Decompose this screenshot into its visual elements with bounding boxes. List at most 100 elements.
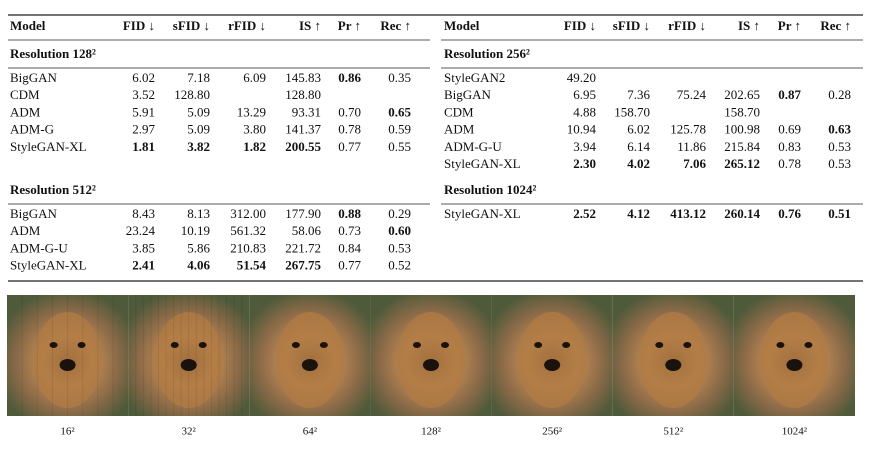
column-header: FID ↓ (564, 18, 596, 33)
section-title: Resolution 512² (10, 182, 96, 197)
dog-eye (49, 342, 58, 348)
table-cell: 5.86 (187, 240, 210, 255)
model-name: BigGAN (10, 70, 58, 85)
table-cell: 0.28 (828, 87, 851, 102)
dog-eye (291, 342, 300, 348)
sample-image (128, 295, 250, 416)
table-cell: 3.82 (187, 139, 210, 154)
table-cell: 1.81 (132, 139, 155, 154)
image-label: 16² (60, 426, 75, 438)
table-cell: 0.70 (338, 104, 361, 119)
table-cell: 0.88 (338, 206, 361, 221)
dog-eye (319, 342, 328, 348)
dog-nose (59, 359, 76, 371)
sample-image (733, 295, 855, 416)
table-cell: 0.35 (388, 70, 411, 85)
image-label: 256² (542, 426, 563, 438)
table-cell: 7.06 (683, 156, 706, 171)
model-name: CDM (10, 87, 40, 102)
table-cell: 6.95 (573, 87, 596, 102)
table-cell: 177.90 (285, 206, 321, 221)
table-cell: 0.77 (338, 258, 361, 273)
table-cell: 75.24 (677, 87, 707, 102)
column-header: Model (444, 18, 480, 33)
dog-eye (534, 342, 543, 348)
table-cell: 0.53 (828, 139, 851, 154)
image-label: 512² (663, 426, 684, 438)
table-cell: 0.83 (778, 139, 801, 154)
table-cell: 158.70 (614, 104, 650, 119)
table-cell: 5.09 (187, 122, 210, 137)
table-cell: 51.54 (237, 258, 267, 273)
model-name: ADM-G (10, 122, 54, 137)
table-cell: 200.55 (285, 139, 321, 154)
table-cell: 100.98 (724, 122, 760, 137)
dog-eye (655, 342, 664, 348)
model-name: StyleGAN-XL (444, 156, 521, 171)
table-cell: 0.65 (388, 104, 411, 119)
table-cell: 2.52 (573, 206, 596, 221)
column-header: Model (10, 18, 46, 33)
dog-eye (413, 342, 421, 348)
model-name: ADM-G-U (10, 240, 68, 255)
table-cell: 125.78 (670, 122, 706, 137)
table-cell: 8.43 (132, 206, 155, 221)
table-cell: 202.65 (724, 87, 760, 102)
table-cell: 265.12 (724, 156, 760, 171)
model-name: StyleGAN-XL (10, 258, 87, 273)
table-cell: 6.02 (132, 70, 155, 85)
table-cell: 13.29 (237, 104, 266, 119)
table-cell: 7.36 (627, 87, 650, 102)
model-name: StyleGAN-XL (444, 206, 521, 221)
table-cell: 267.75 (285, 258, 321, 273)
table-cell: 4.06 (187, 258, 210, 273)
image-label: 32² (182, 426, 197, 438)
table-cell: 6.14 (627, 139, 650, 154)
table-cell: 4.88 (573, 104, 596, 119)
table-cell: 0.76 (778, 206, 801, 221)
column-header: IS ↑ (738, 18, 760, 33)
table-cell: 10.94 (567, 122, 597, 137)
table-cell: 215.84 (724, 139, 760, 154)
table-cell: 0.69 (778, 122, 801, 137)
model-name: BigGAN (10, 206, 58, 221)
dog-eye (77, 342, 86, 348)
table-cell: 210.83 (230, 240, 266, 255)
table-cell: 0.86 (338, 70, 361, 85)
table-cell: 0.51 (828, 206, 851, 221)
table-cell: 4.02 (627, 156, 650, 171)
sample-image (249, 295, 371, 416)
dog-eye (776, 342, 785, 348)
table-cell: 0.73 (338, 223, 361, 238)
table-cell: 0.53 (388, 240, 411, 255)
table-cell: 93.31 (292, 104, 321, 119)
table-cell: 413.12 (670, 206, 706, 221)
table-cell: 3.52 (132, 87, 155, 102)
table-cell: 0.29 (388, 206, 411, 221)
column-header: Pr ↑ (338, 18, 361, 33)
table-cell: 2.97 (132, 122, 155, 137)
column-header: rFID ↓ (228, 18, 266, 33)
model-name: BigGAN (444, 87, 492, 102)
table-cell: 0.84 (338, 240, 361, 255)
model-name: ADM (444, 122, 475, 137)
section-title: Resolution 256² (444, 46, 530, 61)
image-label: 128² (421, 426, 442, 438)
table-cell: 5.91 (132, 104, 155, 119)
table-cell: 2.30 (573, 156, 596, 171)
sample-image (370, 295, 492, 416)
column-header: FID ↓ (123, 18, 155, 33)
dog-nose (665, 359, 682, 371)
table-cell: 312.00 (230, 206, 266, 221)
table-cell: 0.78 (778, 156, 801, 171)
table-cell: 49.20 (567, 70, 596, 85)
table-cell: 8.13 (187, 206, 210, 221)
dog-nose (423, 359, 439, 371)
table-cell: 0.59 (388, 122, 411, 137)
column-header: sFID ↓ (613, 18, 650, 33)
sample-image (491, 295, 613, 416)
table-cell: 0.52 (388, 258, 411, 273)
column-header: IS ↑ (299, 18, 321, 33)
dog-nose (301, 359, 318, 371)
column-header: Rec ↑ (820, 18, 851, 33)
